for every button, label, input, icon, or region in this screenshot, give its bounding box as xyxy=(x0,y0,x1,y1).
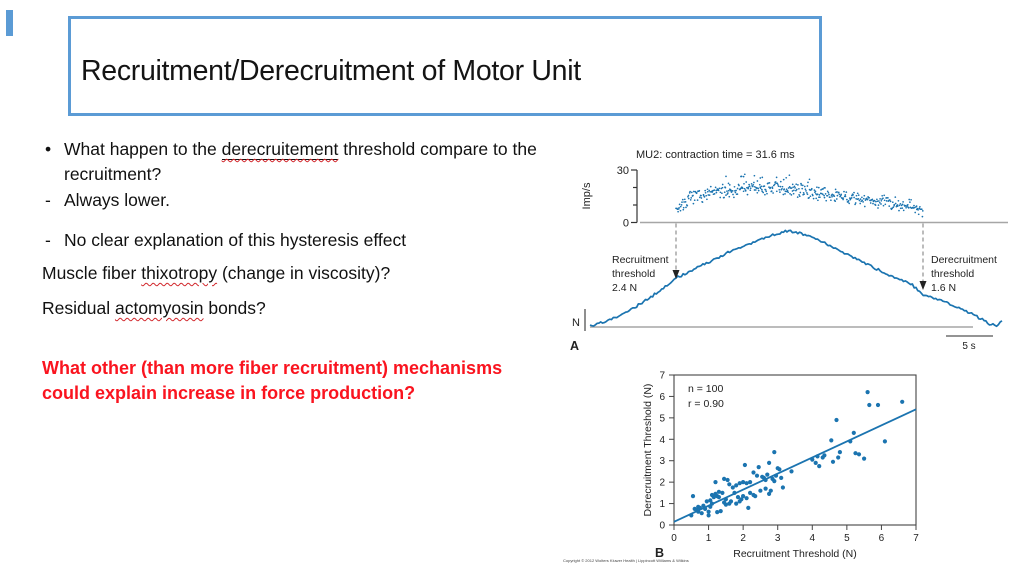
svg-text:5: 5 xyxy=(844,533,850,544)
svg-text:N: N xyxy=(572,317,580,329)
svg-text:0: 0 xyxy=(671,533,677,544)
thixotropy-post: (change in viscosity)? xyxy=(217,263,391,283)
actomyosin-pre: Residual xyxy=(42,298,115,318)
svg-text:6: 6 xyxy=(659,392,665,403)
svg-text:A: A xyxy=(570,339,579,353)
bullet-question-text: What happen to the derecruitement thresh… xyxy=(64,137,547,187)
svg-text:r = 0.90: r = 0.90 xyxy=(688,398,724,410)
svg-text:threshold: threshold xyxy=(612,268,655,280)
svg-text:6: 6 xyxy=(879,533,885,544)
svg-text:30: 30 xyxy=(617,165,629,177)
thixotropy-pre: Muscle fiber xyxy=(42,263,142,283)
svg-text:0: 0 xyxy=(659,521,665,532)
misspelled-word-thixotropy: thixotropy xyxy=(141,263,218,283)
line-thixotropy: Muscle fiber thixotropy (change in visco… xyxy=(42,261,547,286)
question-text-post: threshold compare to the recruitment? xyxy=(64,139,537,184)
misspelled-word-actomyosin: actomyosin xyxy=(114,298,204,318)
figure-a-motor-unit-chart: MU2: contraction time = 31.6 ms 30 0 Imp/s R… xyxy=(570,149,1008,353)
svg-text:Derecruitment Threshold (N): Derecruitment Threshold (N) xyxy=(642,384,654,517)
svg-text:Recruitment Threshold (N): Recruitment Threshold (N) xyxy=(733,548,857,560)
svg-text:MU2: contraction time = 31.6 m: MU2: contraction time = 31.6 ms xyxy=(636,149,795,161)
bullet-glyph: • xyxy=(45,139,52,159)
svg-text:Recruitment: Recruitment xyxy=(612,254,669,266)
svg-text:4: 4 xyxy=(659,435,665,446)
svg-text:4: 4 xyxy=(810,533,816,544)
svg-text:5: 5 xyxy=(659,413,665,424)
svg-text:2: 2 xyxy=(659,478,665,489)
bullet-question: • What happen to the derecruitement thre… xyxy=(42,137,547,187)
svg-text:1: 1 xyxy=(706,533,712,544)
svg-text:2: 2 xyxy=(740,533,746,544)
svg-text:2.4 N: 2.4 N xyxy=(612,282,637,294)
page-title: Recruitment/Derecruitment of Motor Unit xyxy=(81,55,581,87)
svg-text:3: 3 xyxy=(775,533,781,544)
copyright-line: Copyright © 2012 Wolters Kluwer Health |… xyxy=(563,558,689,563)
dash-item-text: Always lower. xyxy=(64,190,171,210)
red-question-text: What other (than more fiber recruitment)… xyxy=(42,358,503,403)
dash-item-always-lower: - Always lower. xyxy=(42,188,547,213)
accent-bar xyxy=(6,10,13,36)
actomyosin-post: bonds? xyxy=(203,298,266,318)
svg-text:3: 3 xyxy=(659,456,665,467)
svg-text:1: 1 xyxy=(659,499,665,510)
svg-text:B: B xyxy=(655,546,664,560)
svg-text:7: 7 xyxy=(913,533,919,544)
svg-text:0: 0 xyxy=(623,218,629,230)
dash-glyph: - xyxy=(45,230,51,250)
svg-text:Derecruitment: Derecruitment xyxy=(931,254,997,266)
svg-text:threshold: threshold xyxy=(931,268,974,280)
misspelled-word-derecruitement: derecruitement xyxy=(221,139,339,160)
svg-text:7: 7 xyxy=(659,371,665,382)
line-thixotropy-text: Muscle fiber thixotropy (change in visco… xyxy=(42,261,547,286)
title-box: Recruitment/Derecruitment of Motor Unit xyxy=(68,16,822,116)
figure-b-threshold-scatter-chart: 0 1 2 3 4 5 6 7 0 1 2 3 4 5 6 7 n = 100 r = 0.90 Derecruit… xyxy=(642,371,919,561)
svg-text:1.6 N: 1.6 N xyxy=(931,282,956,294)
dash-item-text: No clear explanation of this hysteresis … xyxy=(64,230,407,250)
dash-item-no-explanation: - No clear explanation of this hysteresi… xyxy=(42,228,547,253)
svg-text:Imp/s: Imp/s xyxy=(581,182,593,209)
question-text-pre: What happen to the xyxy=(64,139,222,159)
svg-text:n = 100: n = 100 xyxy=(688,383,723,395)
dash-glyph: - xyxy=(45,190,51,210)
line-actomyosin: Residual actomyosin bonds? xyxy=(42,296,547,321)
svg-text:5 s: 5 s xyxy=(962,341,975,352)
line-actomyosin-text: Residual actomyosin bonds? xyxy=(42,296,547,321)
